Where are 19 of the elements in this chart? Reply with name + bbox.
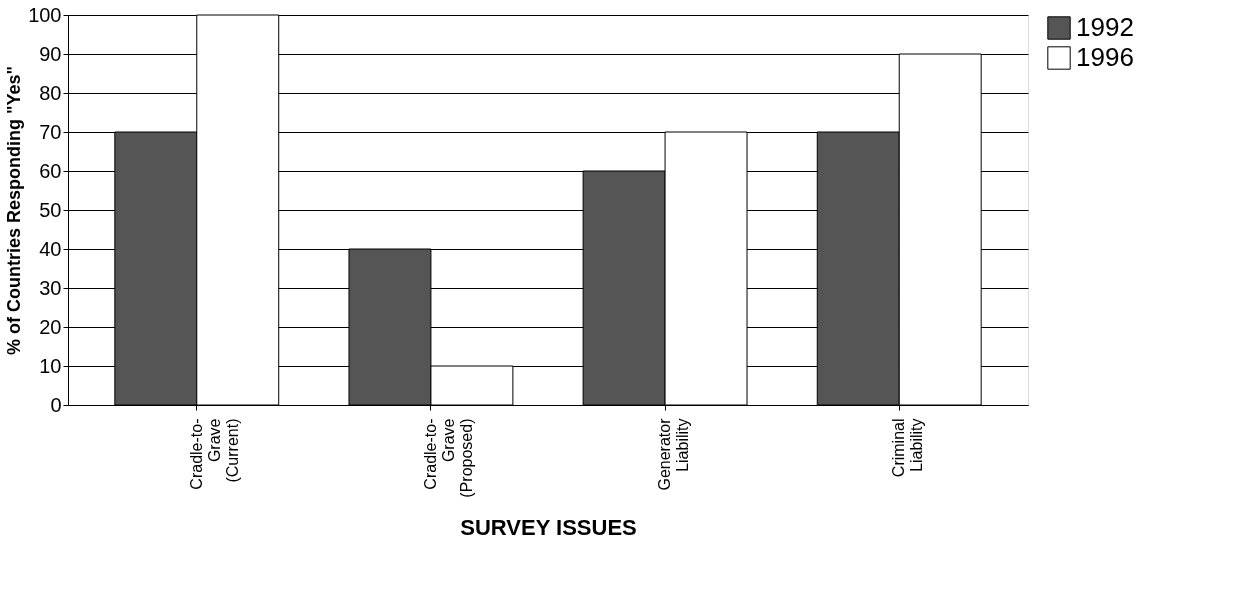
y-tick-label: 80: [39, 81, 62, 104]
y-tick-label: 70: [39, 120, 62, 143]
x-axis-title: SURVEY ISSUES: [460, 514, 637, 540]
y-tick-label: 20: [39, 315, 62, 338]
x-tick-label: Generator Liability: [656, 417, 692, 491]
y-tick-label: 0: [50, 393, 62, 416]
y-tick-label: 50: [39, 198, 62, 221]
y-axis-title: % of Countries Responding "Yes": [4, 65, 25, 356]
legend-label: 1992: [1076, 12, 1134, 42]
x-tick-label: Cradle-to- Grave (Current): [187, 418, 241, 490]
y-tick-label: 30: [39, 276, 62, 299]
y-tick-label: 100: [28, 3, 62, 26]
y-tick-label: 90: [39, 42, 62, 65]
y-tick-label: 60: [39, 159, 62, 182]
x-tick-label: Criminal Liability: [890, 418, 926, 478]
legend-label: 1996: [1076, 42, 1134, 72]
y-tick-label: 40: [39, 237, 62, 260]
x-tick-label: Cradle-to- Grave (Proposed): [421, 418, 475, 498]
y-tick-label: 10: [39, 354, 62, 377]
